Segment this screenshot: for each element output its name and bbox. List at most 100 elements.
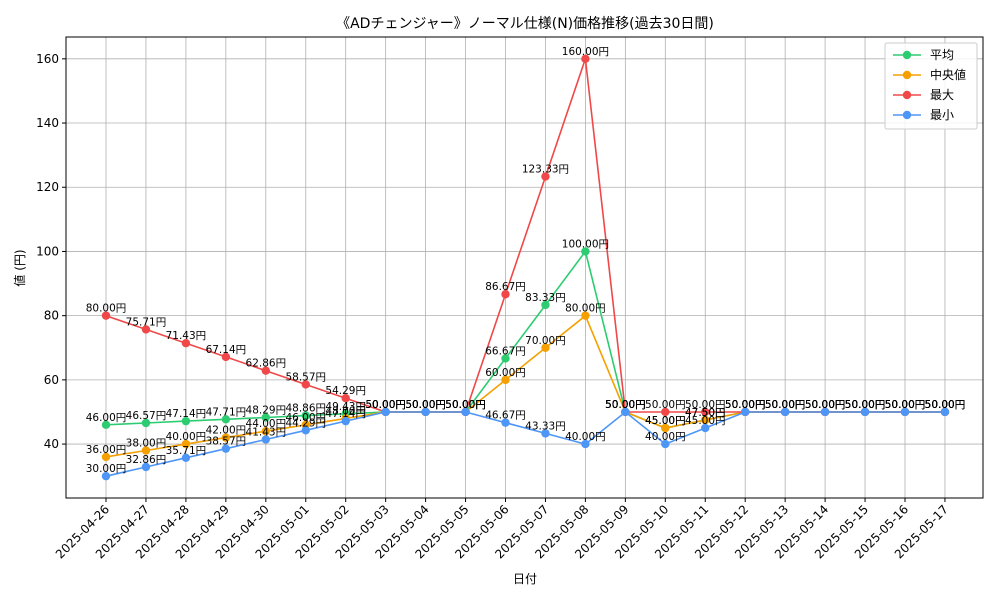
data-point-3 (701, 423, 710, 433)
data-label: 50.00円 (365, 399, 406, 411)
data-label: 50.00円 (885, 399, 926, 411)
data-label: 46.57円 (126, 410, 167, 422)
data-point-2 (581, 54, 590, 64)
data-label: 50.00円 (845, 399, 886, 411)
data-label: 50.00円 (605, 399, 646, 411)
data-point-3 (621, 407, 630, 417)
legend-label: 最小 (930, 108, 954, 122)
data-label: 50.00円 (805, 399, 846, 411)
data-label: 50.00円 (405, 399, 446, 411)
data-point-0 (301, 411, 310, 420)
data-label: 36.00円 (86, 444, 127, 456)
data-point-3 (141, 462, 151, 472)
data-point-3 (341, 416, 350, 426)
data-label: 50.00円 (605, 399, 646, 411)
data-point-3 (820, 407, 830, 417)
data-label: 50.00円 (845, 399, 886, 411)
data-point-3 (181, 453, 191, 463)
data-label: 50.00円 (925, 399, 966, 411)
data-point-3 (101, 471, 111, 481)
series-layer (101, 54, 950, 481)
data-point-1 (541, 343, 550, 352)
data-label: 50.00円 (765, 399, 806, 411)
data-label: 30.00円 (86, 463, 127, 475)
data-point-3 (221, 444, 231, 453)
data-point-1 (221, 433, 231, 442)
data-point-1 (661, 423, 670, 433)
y-tick-label: 80 (44, 309, 59, 323)
data-point-2 (261, 366, 270, 375)
series-line-3 (105, 410, 945, 477)
data-point-3 (860, 407, 870, 417)
data-point-1 (701, 415, 710, 425)
legend-label: 最大 (930, 88, 954, 102)
data-point-2 (101, 311, 111, 320)
data-point-0 (181, 416, 191, 426)
data-point-0 (541, 300, 550, 310)
data-point-0 (101, 420, 111, 430)
data-point-2 (141, 325, 151, 334)
data-point-3 (541, 429, 550, 438)
data-label: 50.00円 (605, 399, 646, 411)
data-label: 80.00円 (86, 303, 127, 315)
data-label: 50.00円 (405, 399, 446, 411)
data-label: 50.00円 (405, 399, 446, 411)
chart-title: 《ADチェンジャー》ノーマル仕様(N)価格推移(過去30日間) (336, 16, 714, 32)
data-label: 50.00円 (845, 399, 886, 411)
data-point-1 (181, 439, 191, 449)
x-axis-label: 日付 (513, 572, 537, 586)
data-label: 48.00円 (325, 405, 366, 417)
data-label: 50.00円 (925, 399, 966, 411)
data-point-3 (900, 407, 910, 417)
data-point-2 (701, 407, 710, 417)
legend-label: 平均 (930, 48, 954, 62)
data-label: 42.00円 (206, 425, 247, 437)
data-label: 46.00円 (86, 412, 127, 424)
data-point-3 (501, 418, 510, 427)
data-point-2 (541, 172, 550, 181)
data-label: 160.00円 (562, 46, 609, 58)
y-tick-label: 60 (44, 373, 59, 387)
data-point-3 (421, 407, 430, 417)
x-axis-ticks: 2025-04-262025-04-272025-04-282025-04-29… (53, 498, 951, 561)
data-labels: 46.00円 46.57円 47.14円 47.71円 48.29円 48.86円 49.4… (86, 46, 966, 475)
data-label: 46.67円 (485, 410, 526, 422)
data-label: 58.57円 (285, 371, 326, 383)
y-axis-ticks: 40 60 80 100 120 140 160 (36, 52, 66, 451)
data-point-3 (461, 407, 470, 417)
data-label: 50.00円 (685, 399, 726, 411)
data-label: 62.86円 (246, 358, 287, 370)
data-label: 50.00円 (925, 399, 966, 411)
data-point-2 (181, 338, 191, 348)
data-label: 50.00円 (405, 399, 446, 411)
data-point-1 (581, 311, 590, 320)
data-label: 46.00円 (285, 412, 326, 424)
data-label: 54.29円 (325, 385, 366, 397)
series-line-2 (105, 58, 945, 413)
data-label: 47.71円 (206, 406, 247, 418)
data-point-2 (301, 380, 310, 389)
data-label: 50.00円 (805, 399, 846, 411)
data-label: 50.00円 (925, 399, 966, 411)
data-label: 71.43円 (166, 330, 207, 342)
y-tick-label: 40 (44, 437, 59, 451)
data-label: 123.33円 (522, 164, 569, 176)
data-label: 43.33円 (525, 420, 566, 432)
legend-marker (902, 50, 912, 60)
data-point-1 (141, 446, 151, 455)
data-label: 60.00円 (485, 367, 526, 379)
data-label: 50.00円 (885, 399, 926, 411)
data-point-3 (581, 439, 590, 449)
data-label: 50.00円 (365, 399, 406, 411)
data-label: 50.00円 (885, 399, 926, 411)
data-label: 38.00円 (126, 437, 167, 449)
legend-marker (902, 110, 912, 120)
data-label: 50.00円 (445, 399, 486, 411)
data-label: 80.00円 (565, 303, 606, 315)
data-label: 48.86円 (285, 403, 326, 415)
data-point-0 (261, 413, 270, 422)
legend-marker (902, 90, 912, 100)
data-point-0 (581, 247, 590, 256)
data-label: 47.50円 (685, 407, 726, 419)
